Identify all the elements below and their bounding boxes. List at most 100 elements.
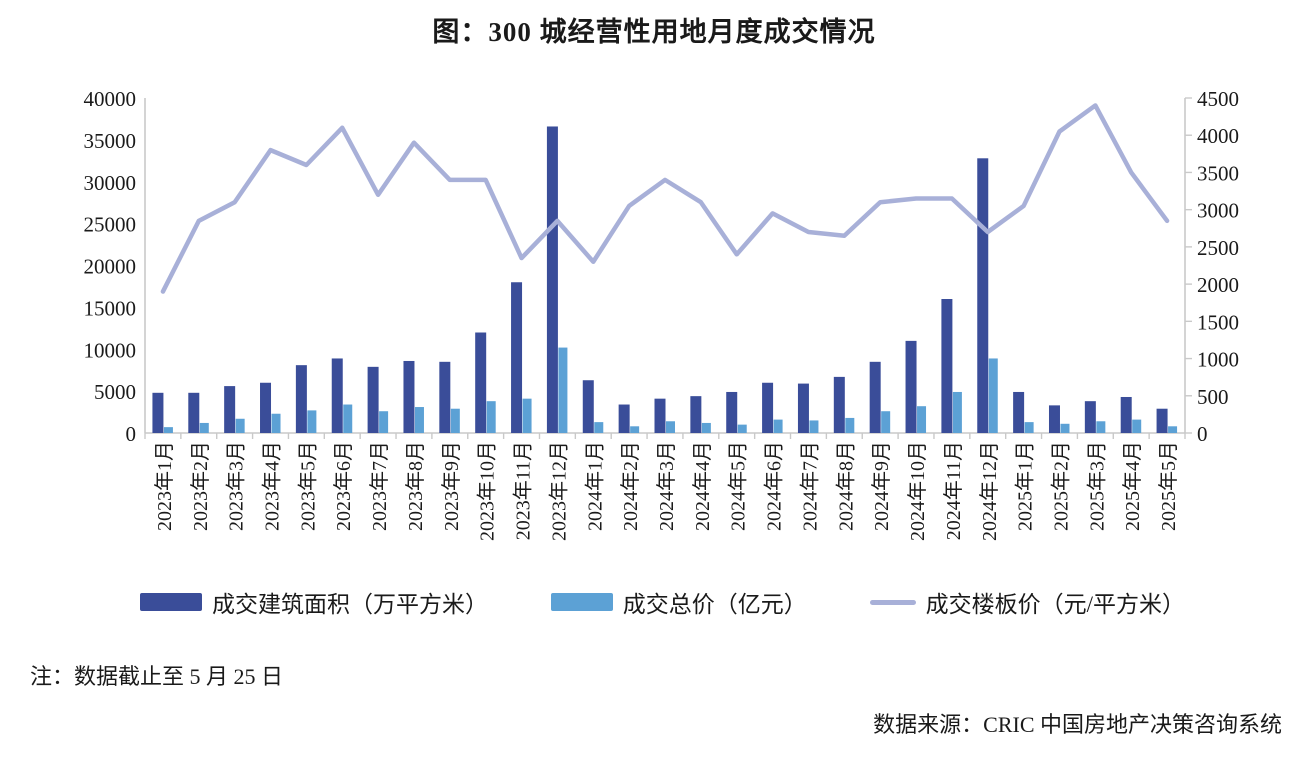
x-category-label: 2024年11月 bbox=[942, 441, 965, 540]
bar-total-price bbox=[952, 391, 962, 433]
x-category-label: 2025年1月 bbox=[1014, 441, 1037, 531]
bar-total-price bbox=[199, 422, 209, 433]
footnote: 注：数据截止至 5 月 25 日 bbox=[30, 664, 284, 689]
x-category-label: 2024年1月 bbox=[583, 441, 606, 531]
bar-total-price bbox=[163, 427, 173, 433]
bar-area bbox=[1084, 401, 1096, 433]
x-category-label: 2024年5月 bbox=[727, 441, 750, 531]
bar-area bbox=[511, 282, 523, 433]
x-category-label: 2023年5月 bbox=[296, 441, 319, 531]
y-right-tick-label: 2000 bbox=[1197, 273, 1239, 297]
y-right-tick-label: 3000 bbox=[1197, 199, 1239, 223]
bar-area bbox=[475, 332, 487, 433]
bar-area bbox=[690, 396, 702, 433]
x-category-label: 2024年3月 bbox=[655, 441, 678, 531]
bar-area bbox=[762, 382, 774, 433]
bar-total-price bbox=[1168, 426, 1178, 433]
chart-title: 图：300 城经营性用地月度成交情况 bbox=[432, 17, 876, 47]
bar-area bbox=[295, 365, 307, 433]
y-right-tick-label: 500 bbox=[1197, 385, 1229, 409]
y-right-tick-label: 0 bbox=[1197, 422, 1208, 446]
bar-area bbox=[582, 380, 594, 433]
bar-total-price bbox=[235, 418, 245, 433]
y-right-tick-label: 2500 bbox=[1197, 236, 1239, 260]
y-left-tick-label: 30000 bbox=[84, 171, 137, 195]
floor-price-line bbox=[160, 103, 1170, 294]
legend-item-total-price: 成交总价（亿元） bbox=[550, 585, 807, 619]
bar-area bbox=[403, 360, 415, 433]
bar-area bbox=[224, 386, 236, 433]
x-category-label: 2023年2月 bbox=[189, 441, 212, 531]
x-category-label: 2024年4月 bbox=[691, 441, 714, 531]
bar-total-price bbox=[450, 408, 460, 433]
x-category-label: 2023年8月 bbox=[404, 441, 427, 531]
x-category-label: 2025年3月 bbox=[1085, 441, 1108, 531]
bar-total-price bbox=[666, 421, 675, 433]
y-left-tick-label: 10000 bbox=[84, 338, 137, 362]
bar-total-price bbox=[522, 398, 532, 433]
bar-area bbox=[152, 392, 164, 433]
bar-area bbox=[439, 361, 451, 433]
bar-area bbox=[726, 391, 738, 433]
bar-total-price bbox=[773, 419, 783, 433]
x-category-label: 2023年7月 bbox=[368, 441, 391, 531]
bar-area bbox=[188, 392, 200, 433]
bar-total-price bbox=[1060, 423, 1070, 433]
legend-swatch-floor-price bbox=[869, 599, 916, 605]
bar-total-price bbox=[558, 347, 568, 433]
x-category-label: 2024年12月 bbox=[978, 441, 1001, 541]
chart-canvas: 0500010000150002000025000300003500040000… bbox=[84, 87, 1240, 541]
x-category-label: 2025年5月 bbox=[1157, 441, 1180, 531]
bar-area bbox=[546, 126, 558, 433]
bar-area bbox=[977, 158, 989, 434]
legend-label-total-price: 成交总价（亿元） bbox=[622, 592, 807, 617]
bar-area bbox=[260, 382, 272, 433]
bar-total-price bbox=[486, 401, 496, 433]
y-left-tick-label: 15000 bbox=[84, 296, 137, 320]
x-category-label: 2025年4月 bbox=[1121, 441, 1144, 531]
bar-total-price bbox=[630, 426, 640, 433]
x-category-label: 2023年3月 bbox=[225, 441, 248, 531]
bar-area bbox=[1013, 391, 1025, 433]
x-category-label: 2023年6月 bbox=[332, 441, 355, 531]
bar-area bbox=[1048, 405, 1060, 433]
x-category-label: 2023年9月 bbox=[440, 441, 463, 531]
y-left-tick-label: 5000 bbox=[94, 380, 136, 404]
bar-total-price bbox=[343, 404, 353, 433]
bar-total-price bbox=[1024, 422, 1034, 433]
bar-area bbox=[654, 398, 666, 433]
bar-total-price bbox=[737, 424, 747, 433]
y-right-tick-label: 4000 bbox=[1197, 124, 1239, 148]
bar-area bbox=[618, 404, 630, 433]
bar-total-price bbox=[809, 420, 819, 433]
bar-total-price bbox=[917, 406, 927, 433]
bar-area bbox=[1120, 396, 1132, 433]
x-category-label: 2023年12月 bbox=[547, 441, 570, 541]
y-left-tick-label: 0 bbox=[126, 422, 137, 446]
bar-total-price bbox=[414, 407, 424, 433]
x-category-label: 2024年7月 bbox=[798, 441, 821, 531]
y-right-tick-label: 1000 bbox=[1197, 348, 1239, 372]
y-left-tick-label: 35000 bbox=[84, 129, 137, 153]
bar-area bbox=[331, 358, 343, 433]
bar-total-price bbox=[379, 411, 389, 433]
legend-item-floor-price: 成交楼板价（元/平方米） bbox=[869, 585, 1185, 619]
y-left-tick-label: 25000 bbox=[84, 213, 137, 237]
y-right-tick-label: 1500 bbox=[1197, 310, 1239, 334]
bar-area bbox=[941, 299, 953, 433]
x-category-label: 2025年2月 bbox=[1049, 441, 1072, 531]
x-category-label: 2023年11月 bbox=[512, 441, 535, 540]
x-category-label: 2023年4月 bbox=[261, 441, 284, 531]
x-category-label: 2024年8月 bbox=[834, 441, 857, 531]
bar-total-price bbox=[1132, 419, 1142, 433]
bar-total-price bbox=[701, 422, 711, 433]
bar-area bbox=[833, 376, 845, 433]
x-category-label: 2023年1月 bbox=[153, 441, 176, 531]
y-right-tick-label: 4500 bbox=[1197, 87, 1239, 111]
x-category-label: 2024年2月 bbox=[619, 441, 642, 531]
x-category-label: 2024年6月 bbox=[763, 441, 786, 531]
bar-area bbox=[869, 361, 881, 433]
bar-total-price bbox=[594, 422, 604, 433]
legend-label-floor-price: 成交楼板价（元/平方米） bbox=[925, 592, 1185, 617]
